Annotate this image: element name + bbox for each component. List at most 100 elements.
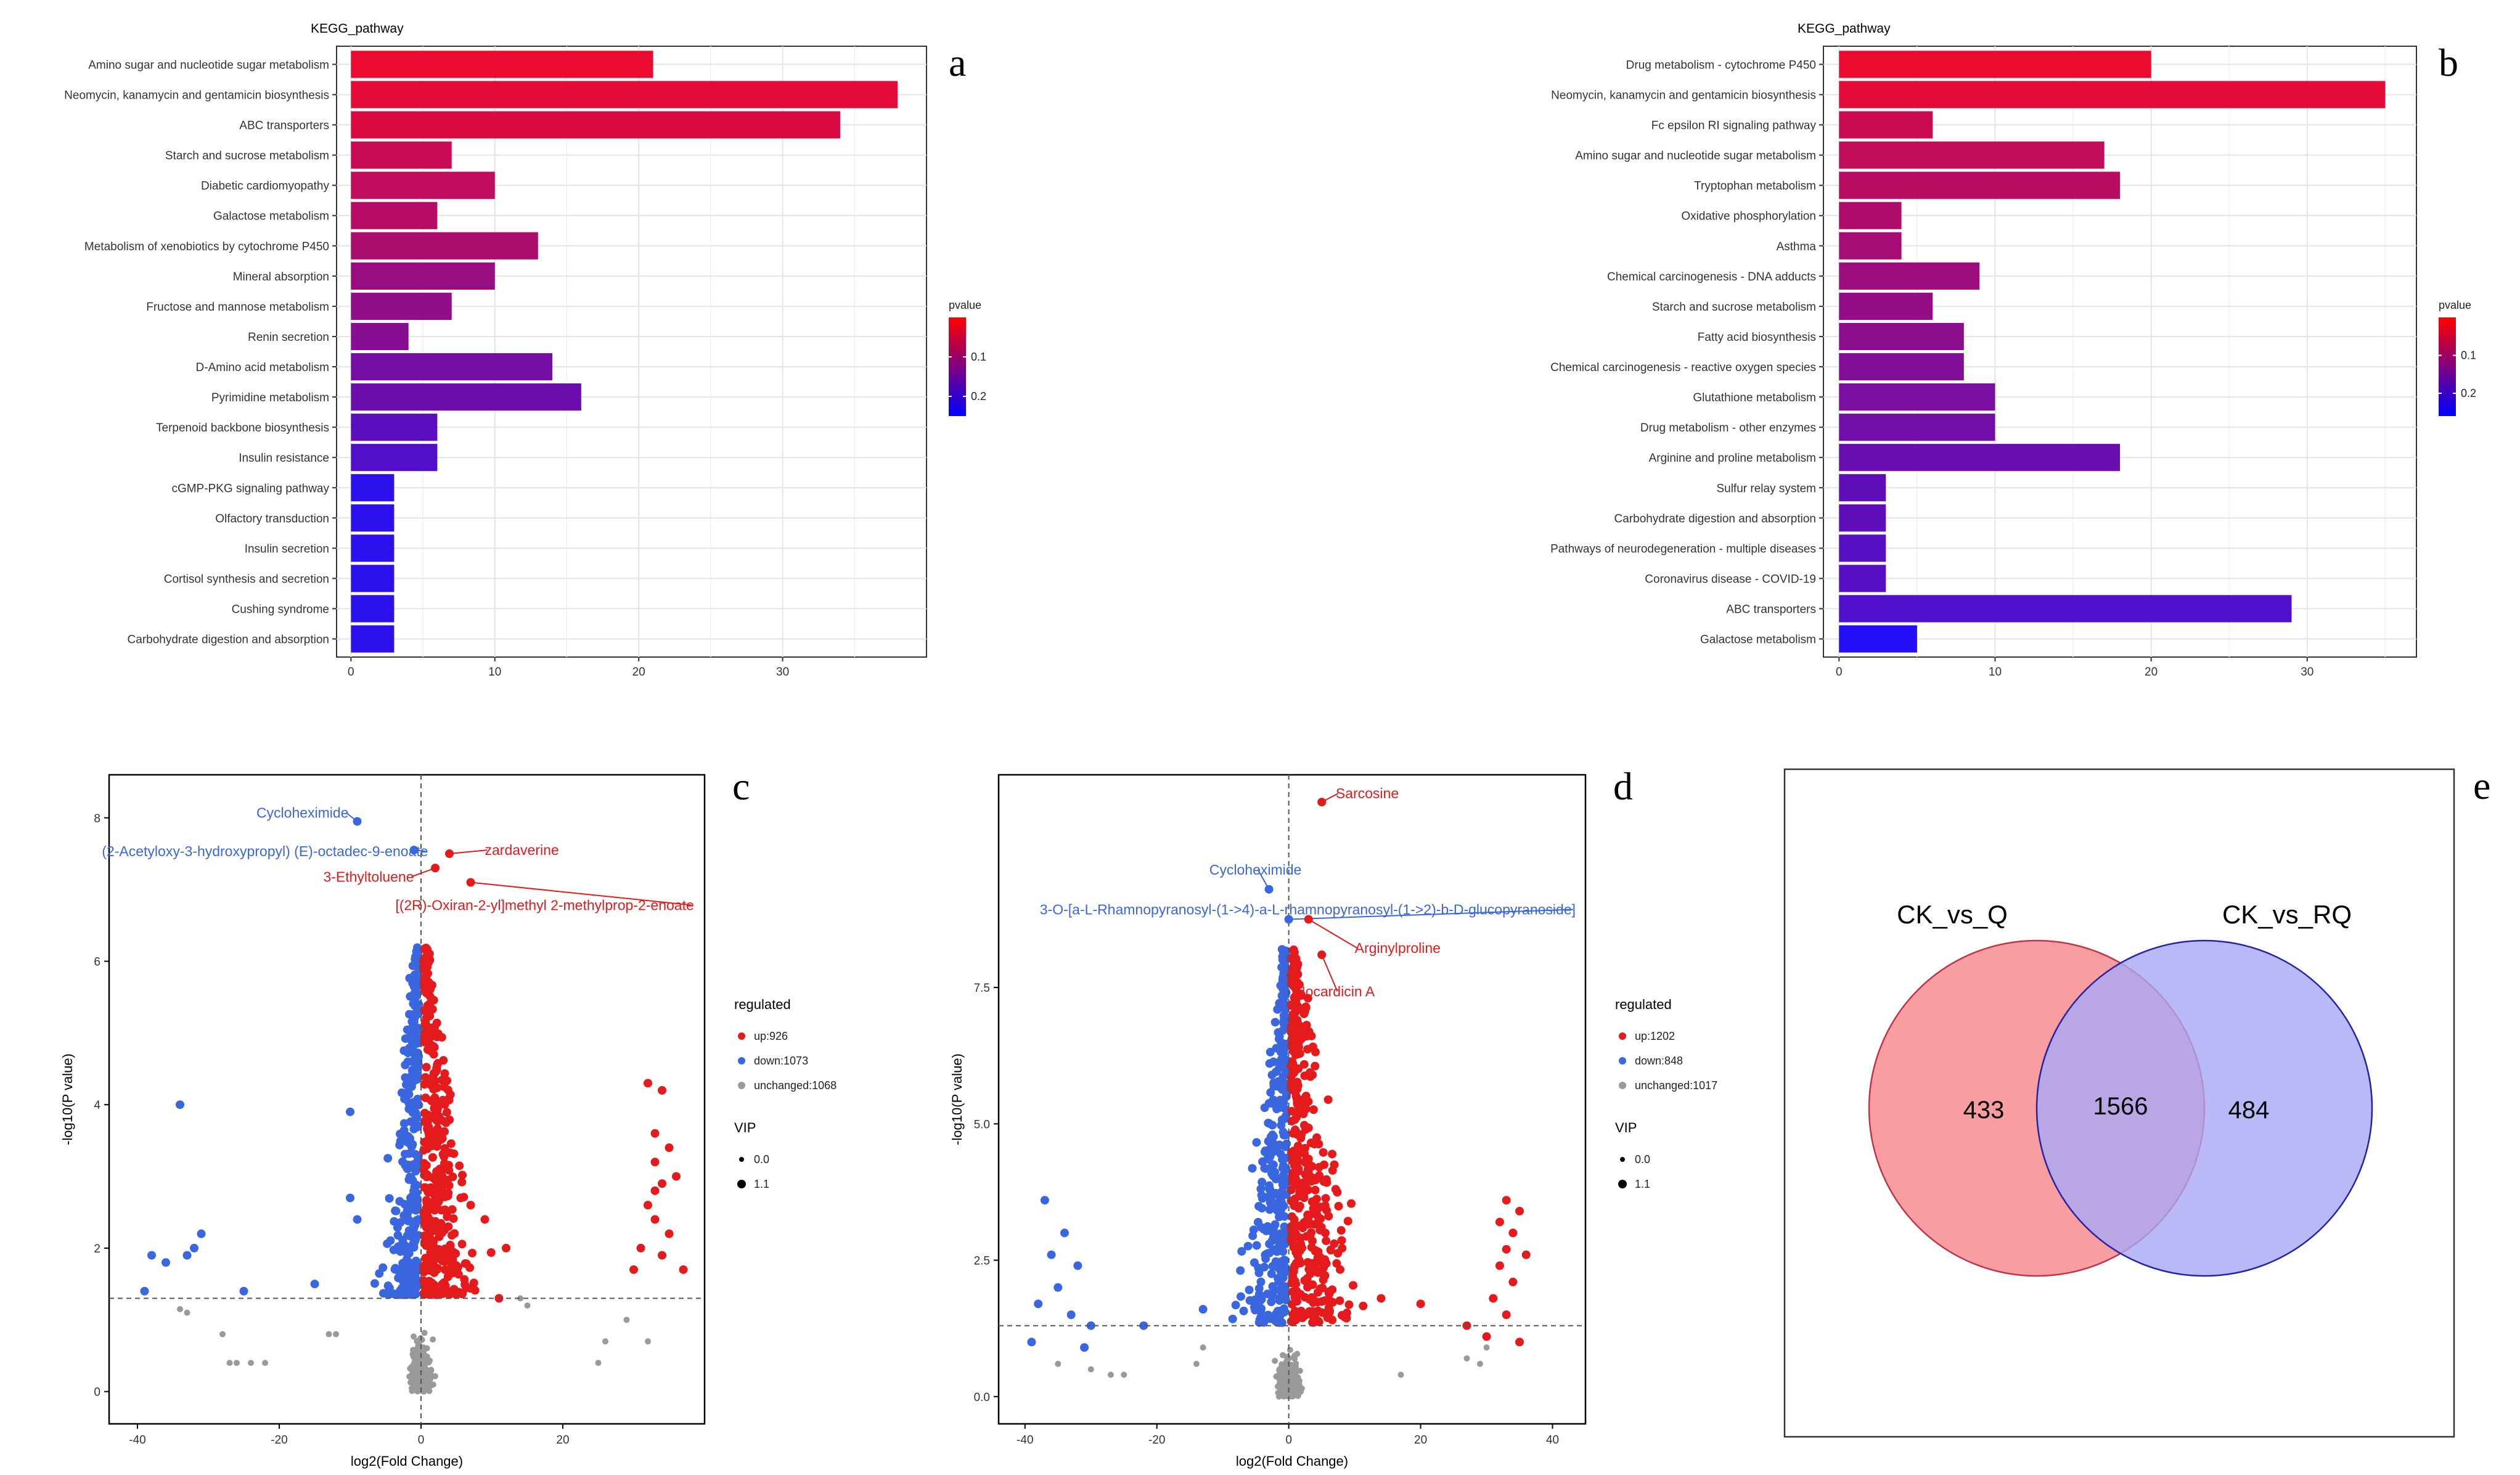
point-down: [1275, 1306, 1285, 1315]
annotation-label: Cycloheximide: [1209, 862, 1302, 878]
point-up: [1338, 1244, 1347, 1253]
point-down: [395, 1196, 404, 1206]
bar: [351, 141, 452, 169]
point-down: [1267, 1236, 1277, 1246]
bar: [1839, 51, 2151, 78]
point-up: [650, 1186, 660, 1195]
point-up: [1324, 1295, 1333, 1304]
y-tick-label: 0.0: [974, 1391, 990, 1404]
point-up: [1502, 1244, 1511, 1254]
point-down: [1260, 1262, 1269, 1272]
point-down: [1277, 1079, 1286, 1089]
point-up: [1300, 1071, 1309, 1081]
bar: [1839, 353, 1964, 381]
vip-size-swatch: [1620, 1157, 1625, 1162]
point-unchanged: [1274, 1383, 1281, 1390]
point-down: [412, 1194, 422, 1203]
legend-title: regulated: [1615, 997, 1672, 1012]
point-unchanged: [1397, 1371, 1404, 1378]
volcano-c: -40 -20 0 20 0 2 4 6 8 log2(Fold Change) -log10(P …: [60, 764, 837, 1469]
point-up: [424, 1235, 433, 1244]
bar: [1839, 625, 1917, 653]
point-up: [444, 1222, 453, 1232]
point-down: [1245, 1285, 1254, 1294]
legend-swatch: [738, 1057, 745, 1064]
point-up: [1288, 1152, 1297, 1161]
point-up: [1322, 1178, 1332, 1187]
point-up: [425, 1113, 435, 1122]
point-down: [383, 1281, 393, 1291]
category-label: Cortisol synthesis and secretion: [164, 573, 329, 586]
point-up: [1299, 1098, 1309, 1108]
point-up: [1288, 1238, 1298, 1248]
point-up: [1295, 1246, 1304, 1256]
point-up: [434, 1116, 443, 1126]
point-down: [1267, 1269, 1276, 1278]
point-down: [1278, 1247, 1288, 1256]
point-up: [480, 1215, 489, 1224]
bar: [351, 171, 495, 199]
category-label: Amino sugar and nucleotide sugar metabol…: [1575, 150, 1816, 163]
point-up: [1312, 1211, 1322, 1220]
point-down: [383, 1239, 392, 1248]
x-tick-label: 20: [1414, 1434, 1427, 1447]
set-label: CK_vs_Q: [1897, 900, 2008, 929]
point-up: [1309, 1105, 1318, 1114]
point-up: [1323, 1095, 1333, 1105]
point-up: [429, 1050, 438, 1059]
point-down: [396, 1137, 405, 1146]
point-up: [650, 1129, 660, 1138]
point-up: [1319, 1275, 1328, 1285]
point-up: [1287, 1106, 1296, 1116]
point-unchanged: [1277, 1365, 1283, 1372]
point-down: [1027, 1338, 1036, 1347]
point-up: [1319, 1148, 1328, 1157]
point-down: [1278, 1071, 1288, 1081]
bar: [351, 353, 553, 381]
point-up: [1482, 1332, 1491, 1341]
point-down: [1274, 1034, 1283, 1044]
point-down: [378, 1263, 388, 1272]
point-up: [1297, 991, 1306, 1000]
annotation-label: [(2R)-Oxiran-2-yl]methyl 2-methylprop-2-…: [395, 897, 693, 913]
point-down: [1280, 1012, 1290, 1021]
annotation-leader: [1321, 954, 1338, 992]
point-unchanged: [1282, 1374, 1288, 1381]
category-label: Drug metabolism - other enzymes: [1640, 422, 1816, 435]
point-up: [1347, 1199, 1356, 1208]
point-up: [438, 1134, 447, 1143]
point-up: [1302, 1021, 1311, 1030]
point-up: [470, 1286, 480, 1295]
point-up: [444, 1252, 453, 1261]
point-down: [310, 1280, 319, 1289]
point-unchanged: [1290, 1373, 1296, 1380]
point-up: [1287, 1222, 1296, 1231]
point-up: [443, 1085, 452, 1095]
point-up: [1508, 1277, 1518, 1286]
point-down: [182, 1251, 192, 1260]
y-tick-label: 0: [94, 1386, 100, 1399]
bar: [1839, 81, 2386, 108]
bar: [1839, 565, 1886, 592]
point-down: [1253, 1217, 1262, 1227]
point-up: [1299, 1060, 1309, 1069]
point-down: [147, 1251, 156, 1260]
point-unchanged: [325, 1331, 332, 1338]
point-up: [1303, 1274, 1312, 1283]
category-label: Fatty acid biosynthesis: [1698, 331, 1816, 344]
colorbar-tick-label: 0.2: [2461, 387, 2476, 399]
point-unchanged: [226, 1360, 233, 1367]
annotation-leader: [1308, 918, 1358, 949]
point-unchanged: [1476, 1360, 1483, 1367]
point-up: [1502, 1310, 1511, 1320]
point-up: [1359, 1301, 1368, 1310]
point-down: [1139, 1321, 1148, 1330]
point-up: [1301, 1092, 1311, 1101]
point-unchanged: [1055, 1360, 1062, 1367]
point-down: [1243, 1241, 1253, 1251]
point-up: [439, 1164, 448, 1174]
x-tick-label: 40: [1546, 1434, 1559, 1447]
point-unchanged: [219, 1331, 226, 1338]
point-up: [1293, 960, 1303, 969]
